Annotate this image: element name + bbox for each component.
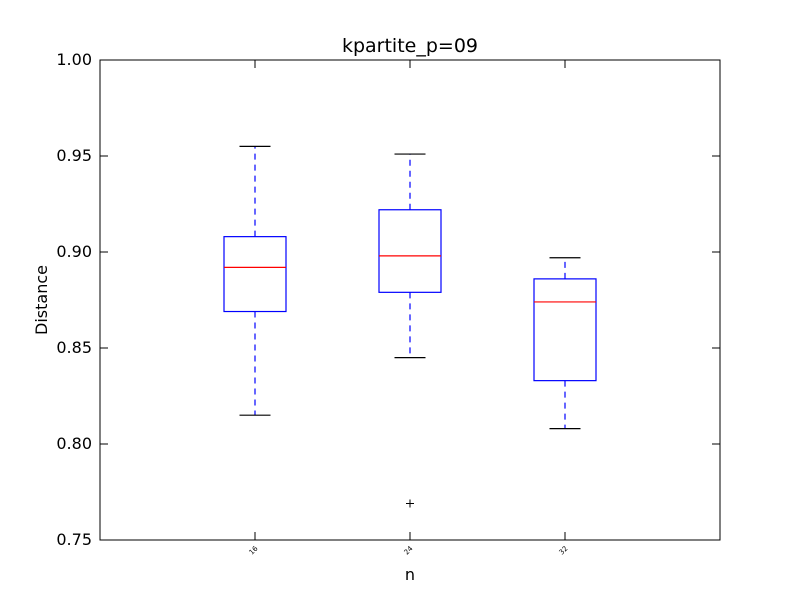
axes-frame: [99, 59, 721, 541]
y-tick-label: 0.95: [56, 146, 92, 165]
x-tick-label: 24: [403, 544, 415, 556]
x-tick-label: 16: [248, 544, 260, 556]
x-axis-title: n: [405, 565, 415, 584]
outlier-point: [406, 499, 414, 508]
y-tick-label: 0.90: [56, 242, 92, 261]
y-tick-label: 0.75: [56, 530, 92, 549]
iqr-box: [533, 278, 597, 382]
y-tick-label: 0.85: [56, 338, 92, 357]
chart-title: kpartite_p=09: [342, 35, 478, 57]
y-tick-label: 0.80: [56, 434, 92, 453]
y-axis-title: Distance: [32, 265, 51, 335]
plot-area: 0.75 0.80 0.85 0.90 0.95 1.00 16 24 32: [56, 50, 720, 557]
y-tick-label: 1.00: [56, 50, 92, 69]
iqr-box: [223, 236, 287, 313]
x-tick-label: 32: [558, 545, 570, 557]
iqr-box: [378, 209, 442, 293]
